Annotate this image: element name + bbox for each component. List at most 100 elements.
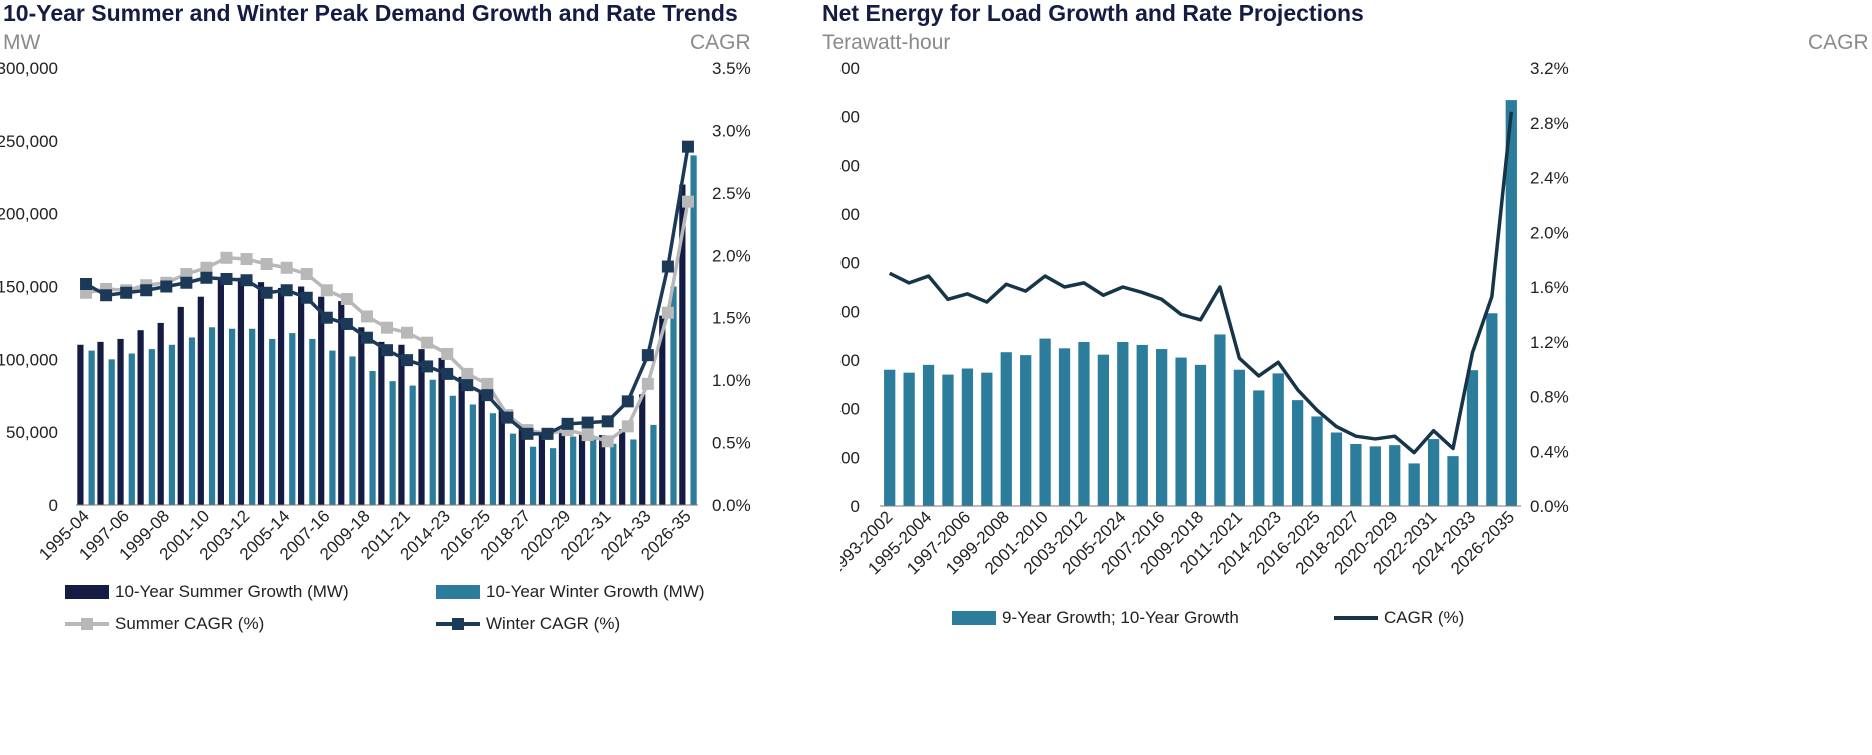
bar	[1408, 463, 1420, 506]
line-marker	[461, 367, 474, 380]
line-marker	[621, 395, 634, 408]
bar	[659, 315, 666, 505]
legend-label-winter-cagr: Winter CAGR (%)	[486, 614, 621, 633]
y-tick-label: 150,000	[0, 278, 58, 297]
legend-swatch-summer-line	[65, 617, 109, 631]
y2-tick-label: 2.8%	[1530, 114, 1569, 133]
y-tick-label: 1,600	[840, 108, 860, 127]
left-y-axis-label: MW	[3, 31, 41, 54]
line-marker	[441, 367, 454, 380]
y2-tick-label: 0.0%	[1530, 497, 1569, 516]
line-marker	[340, 292, 353, 305]
bar	[1156, 349, 1168, 506]
bar	[550, 448, 557, 505]
y-tick-label: 1,000	[840, 254, 860, 273]
y-tick-label: 800	[840, 302, 860, 321]
y-tick-label: 250,000	[0, 132, 58, 151]
bar	[1291, 400, 1304, 506]
bar	[1000, 352, 1012, 506]
bar	[570, 436, 577, 505]
line-marker	[681, 140, 694, 153]
bar	[449, 395, 456, 505]
bar	[1175, 357, 1187, 506]
y-tick-label: 1,800	[840, 59, 860, 78]
y-tick-label: 50,000	[6, 423, 58, 442]
line-marker	[280, 261, 293, 274]
y2-tick-label: 2.5%	[712, 184, 751, 203]
bar	[1039, 338, 1051, 506]
right-y-axis-label: Terawatt-hour	[822, 31, 951, 54]
y2-tick-label: 0.5%	[712, 434, 751, 453]
y2-tick-label: 1.0%	[712, 371, 751, 390]
bar	[679, 184, 686, 506]
line-marker	[381, 321, 393, 334]
line-marker	[481, 377, 494, 390]
legend-label-summer-growth: 10-Year Summer Growth (MW)	[115, 582, 349, 601]
bar	[249, 328, 256, 505]
bar	[942, 374, 954, 506]
line-marker	[320, 284, 333, 297]
line-marker	[641, 349, 654, 362]
y2-tick-label: 0.8%	[1530, 388, 1569, 407]
bar	[148, 349, 155, 505]
bar	[1233, 369, 1245, 506]
bar	[1369, 446, 1381, 506]
bar	[610, 443, 617, 505]
bar	[298, 286, 305, 505]
bar	[670, 286, 677, 505]
bar	[1117, 341, 1129, 506]
bar	[639, 394, 646, 505]
line-marker	[120, 286, 133, 299]
legend-item-summer-growth: 10-Year Summer Growth (MW)	[65, 582, 349, 602]
bar	[338, 301, 345, 505]
bar	[378, 341, 385, 505]
bar	[498, 410, 505, 505]
bar	[398, 344, 405, 505]
bar	[217, 279, 224, 505]
bar	[289, 333, 296, 505]
line-marker	[581, 416, 594, 429]
bar	[961, 368, 974, 506]
line-marker	[240, 253, 253, 266]
bar	[1272, 373, 1284, 506]
y2-tick-label: 0.0%	[712, 496, 751, 515]
legend-label-winter-growth: 10-Year Winter Growth (MW)	[486, 582, 705, 601]
line-marker	[220, 251, 233, 264]
line-marker	[561, 417, 574, 430]
bar	[418, 349, 425, 505]
line-marker	[661, 306, 674, 319]
bar	[469, 404, 476, 505]
bar	[277, 287, 285, 505]
y2-tick-label: 3.0%	[712, 121, 751, 140]
line-marker	[501, 411, 514, 424]
line-marker	[100, 289, 113, 302]
bar	[1311, 416, 1323, 506]
left-chart-title: 10-Year Summer and Winter Peak Demand Gr…	[3, 0, 738, 26]
bar	[208, 327, 216, 505]
bar	[478, 391, 485, 505]
bar	[903, 372, 915, 506]
y-tick-label: 200	[840, 448, 860, 467]
legend-label-summer-cagr: Summer CAGR (%)	[115, 614, 265, 633]
left-chart: 0 50,000 100,000 150,000 200,000 250,000 300,0…	[0, 59, 751, 564]
line-marker	[80, 278, 93, 291]
bar	[1466, 370, 1479, 506]
bar	[1447, 456, 1459, 506]
y-tick-label: 1,200	[840, 205, 860, 224]
bar	[77, 344, 84, 505]
bar	[1136, 344, 1148, 506]
y2-tick-label: 2.0%	[1530, 223, 1569, 242]
right-chart: 0 200 400 600 800 1,000 1,200 1,400 1,600 1,800 0.…	[840, 59, 1569, 578]
line-marker	[681, 195, 694, 208]
bar	[650, 424, 657, 505]
line-marker	[300, 268, 313, 281]
bar	[590, 439, 597, 505]
y2-tick-label: 3.5%	[712, 59, 751, 78]
legend-swatch-winter-line	[436, 617, 480, 631]
bar	[168, 344, 176, 505]
bar	[309, 338, 316, 505]
line-marker	[260, 286, 273, 299]
y-tick-label: 0	[49, 496, 58, 515]
bar	[1020, 355, 1032, 506]
line-marker	[200, 271, 213, 284]
